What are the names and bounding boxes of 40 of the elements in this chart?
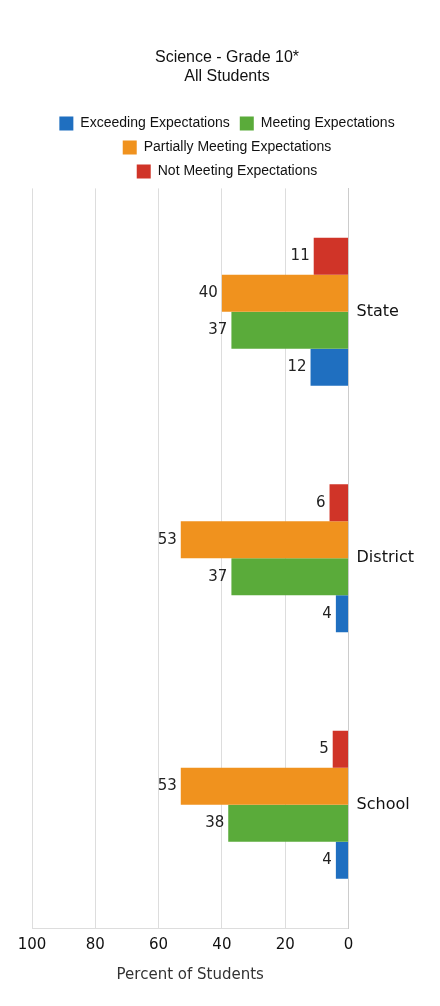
text: Science - Grade 10*: [154, 48, 300, 66]
x-tick-label: 80: [85, 934, 105, 953]
legend-label: Not Meeting Expectations: [157, 162, 318, 179]
x-axis-title: Percent of Students: [116, 964, 265, 983]
bar: [332, 730, 349, 768]
data-label: 4: [322, 603, 332, 622]
x-tick-label: 20: [275, 934, 295, 953]
bar: [310, 348, 349, 386]
bar: [180, 521, 349, 559]
y-tick-label: State: [356, 300, 399, 320]
y-tick-label: School: [356, 793, 410, 813]
bar: [231, 558, 349, 596]
data-label: 38: [205, 813, 225, 832]
legend-label: Exceeding Expectations: [80, 114, 230, 131]
bar: [335, 841, 349, 879]
bar: [335, 595, 349, 633]
bar: [329, 484, 349, 522]
bar: [313, 237, 349, 275]
data-label: 37: [208, 320, 228, 339]
text: All Students: [184, 67, 270, 85]
data-label: 37: [208, 566, 228, 585]
bar: [231, 311, 349, 349]
y-tick-label: District: [356, 547, 414, 567]
legend-label: Meeting Expectations: [260, 114, 395, 131]
bar: [221, 274, 349, 312]
x-tick-label: 100: [17, 934, 47, 953]
data-label: 6: [315, 492, 326, 511]
bar: [228, 804, 349, 842]
x-tick-label: 0: [343, 934, 354, 953]
data-label: 40: [198, 283, 218, 302]
data-label: 11: [290, 246, 310, 265]
data-label: 53: [157, 776, 177, 795]
legend-label: Partially Meeting Expectations: [143, 138, 332, 155]
data-label: 4: [322, 850, 332, 869]
bar: [180, 767, 349, 805]
x-tick-label: 60: [149, 934, 169, 953]
data-label: 5: [319, 739, 329, 758]
data-label: 12: [287, 357, 307, 376]
data-label: 53: [157, 529, 177, 548]
x-tick-label: 40: [212, 934, 232, 953]
